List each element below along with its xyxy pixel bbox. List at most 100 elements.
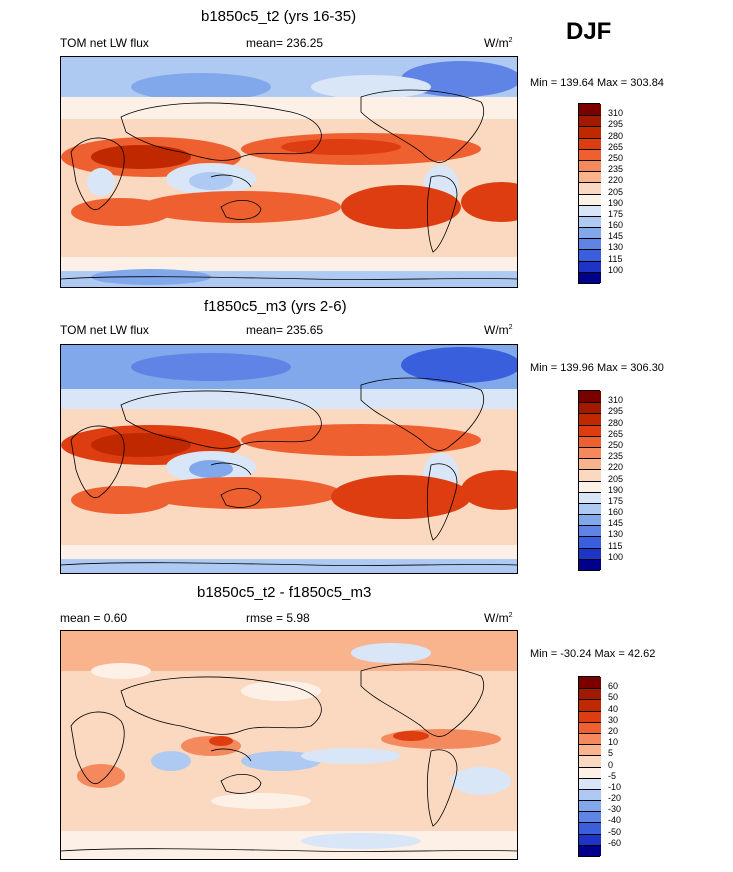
panel1-colorbar-swatch [579, 204, 601, 216]
panel1-colorbar-label: 130 [608, 242, 624, 253]
panel2-colorbar-label: 295 [608, 406, 624, 417]
panel2-colorbar-swatch [579, 458, 601, 470]
panel2-colorbar-label: 145 [608, 518, 624, 529]
panel2-colorbar-swatch [579, 491, 601, 503]
panel1-colorbar-swatch [579, 249, 601, 261]
panel1-colorbar-swatch [579, 260, 601, 272]
panel2-colorbar-swatch [579, 435, 601, 447]
panel1-colorbar-label: 145 [608, 231, 624, 242]
panel1-colorbar-swatch [579, 126, 601, 138]
panel1-colorbar-swatch [579, 137, 601, 149]
panel3-colorbar-swatch [579, 833, 601, 845]
panel3-colorbar-swatch [579, 677, 601, 689]
panel3-colorbar-swatch [579, 800, 601, 812]
panel3-title: b1850c5_t2 - f1850c5_m3 [197, 584, 372, 601]
panel2-colorbar-swatch [579, 502, 601, 515]
panel1-minmax: Min = 139.64 Max = 303.84 [530, 77, 664, 89]
panel1-map [60, 56, 518, 288]
panel2-title: f1850c5_m3 (yrs 2-6) [204, 298, 347, 315]
panel2-colorbar-label: 130 [608, 529, 624, 540]
panel1-colorbar-label: 235 [608, 164, 624, 175]
panel3-colorbar-swatch [579, 732, 601, 745]
panel2-colorbar-swatch [579, 413, 601, 425]
panel3-colorbar-swatch [579, 699, 601, 711]
panel2-colorbar-label: 160 [608, 507, 624, 518]
panel2-map-field [61, 345, 517, 573]
panel1-colorbar-swatch [579, 271, 601, 283]
panel2-colorbar-swatch [579, 525, 601, 537]
panel1-colorbar-swatch [579, 115, 601, 127]
panel1-colorbar-swatch [579, 148, 601, 160]
panel1-variable-label: TOM net LW flux [60, 36, 149, 50]
panel2-colorbar-label: 175 [608, 495, 624, 506]
panel1-colorbar-label: 295 [608, 119, 624, 130]
panel2-colorbar-swatch [579, 469, 601, 481]
panel3-colorbar-swatch [579, 766, 601, 778]
panel1-mean-label: mean= 236.25 [246, 36, 324, 50]
panel3-colorbar-label: -50 [608, 826, 622, 837]
panel1-colorbar-label: 310 [608, 108, 624, 119]
panel3-colorbar-swatch [579, 688, 601, 700]
panel3-colorbar-label: -5 [608, 770, 617, 781]
panel2-colorbar-swatch [579, 480, 601, 492]
panel3-colorbar-label: 0 [608, 759, 614, 770]
panel3-colorbar-swatch [579, 777, 601, 789]
panel2-mean-label: mean= 235.65 [246, 323, 324, 337]
panel3-colorbar-label: 10 [608, 737, 619, 748]
panel3-colorbar [578, 676, 601, 857]
panel1-colorbar-label: 265 [608, 141, 624, 152]
panel2-colorbar-label: 220 [608, 462, 624, 473]
panel2-colorbar-label: 115 [608, 540, 623, 551]
panel2-colorbar-label: 235 [608, 451, 624, 462]
panel2-colorbar-swatch [579, 424, 601, 436]
panel3-rmse-label: rmse = 5.98 [246, 611, 310, 625]
panel1-map-field [61, 57, 517, 287]
panel2-colorbar-label: 250 [608, 439, 624, 450]
panel2-colorbar-swatch [579, 402, 601, 414]
panel3-colorbar-swatch [579, 844, 601, 856]
panel3-colorbar-swatch [579, 721, 601, 733]
panel1-colorbar-swatch [579, 104, 601, 116]
panel1-units: W/m2 [484, 36, 513, 50]
panel3-colorbar-swatch [579, 788, 601, 801]
panel2-colorbar-swatch [579, 547, 601, 559]
panel2-colorbar-label: 265 [608, 428, 624, 439]
panel2-minmax: Min = 139.96 Max = 306.30 [530, 362, 664, 374]
panel1-colorbar-swatch [579, 193, 601, 205]
panel1-colorbar-label: 220 [608, 175, 624, 186]
panel3-colorbar-label: -20 [608, 793, 622, 804]
panel1-colorbar-swatch [579, 215, 601, 228]
panel3-map-field [61, 631, 517, 859]
panel1-colorbar-label: 280 [608, 130, 624, 141]
panel1-colorbar-label: 175 [608, 208, 624, 219]
panel1-colorbar-label: 100 [608, 264, 624, 275]
panel3-map [60, 630, 518, 860]
panel1-title: b1850c5_t2 (yrs 16-35) [201, 8, 357, 25]
panel3-colorbar-swatch [579, 811, 601, 823]
season-label: DJF [566, 18, 612, 45]
panel2-colorbar-swatch [579, 391, 601, 403]
panel3-colorbar-label: 5 [608, 748, 614, 759]
panel3-colorbar-label: 50 [608, 692, 619, 703]
panel2-colorbar-swatch [579, 514, 601, 526]
panel1-colorbar-label: 205 [608, 186, 624, 197]
panel1-colorbar-swatch [579, 171, 601, 183]
panel2-colorbar-label: 280 [608, 417, 624, 428]
panel2-map [60, 344, 518, 574]
panel2-colorbar-label: 310 [608, 395, 624, 406]
panel2-colorbar [578, 390, 601, 571]
panel1-colorbar [578, 103, 601, 284]
panel2-variable-label: TOM net LW flux [60, 323, 149, 337]
panel3-colorbar-label: -40 [608, 815, 622, 826]
panel1-colorbar-label: 115 [608, 253, 623, 264]
panel3-colorbar-label: -60 [608, 837, 622, 848]
panel1-colorbar-label: 250 [608, 152, 624, 163]
panel2-colorbar-swatch [579, 558, 601, 570]
panel3-colorbar-label: 40 [608, 703, 619, 714]
panel3-mean-label: mean = 0.60 [60, 611, 128, 625]
panel1-colorbar-swatch [579, 238, 601, 250]
panel3-colorbar-swatch [579, 744, 601, 756]
panel1-colorbar-label: 190 [608, 197, 624, 208]
panel3-colorbar-label: 60 [608, 681, 619, 692]
panel3-colorbar-label: 30 [608, 714, 619, 725]
